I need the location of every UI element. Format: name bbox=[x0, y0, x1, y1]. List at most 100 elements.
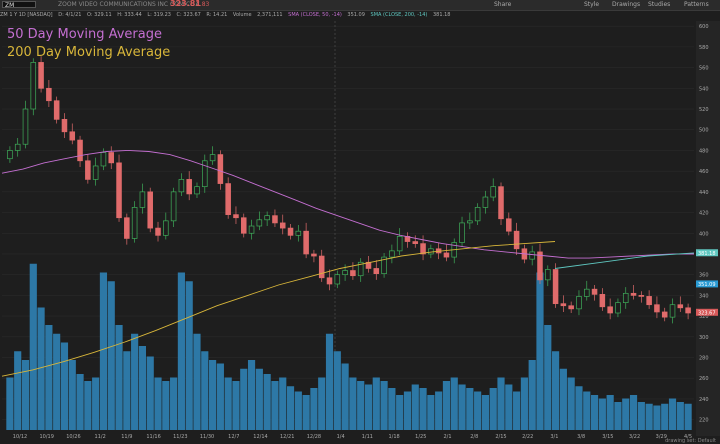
patterns-button[interactable]: Patterns bbox=[684, 1, 709, 8]
volume-bar bbox=[21, 360, 30, 430]
volume-bar bbox=[364, 384, 373, 430]
x-tick-label: 3/29 bbox=[656, 434, 667, 440]
volume-bar bbox=[653, 405, 661, 430]
volume-bar bbox=[676, 402, 684, 430]
volume-bar bbox=[544, 325, 552, 430]
candle-body bbox=[529, 251, 535, 260]
volume-bar bbox=[396, 395, 404, 430]
volume-bar bbox=[131, 333, 139, 430]
x-tick-label: 2/22 bbox=[522, 434, 533, 440]
y-tick-label: 460 bbox=[699, 169, 709, 175]
volume-bar bbox=[520, 377, 528, 430]
candle-body bbox=[194, 186, 200, 195]
volume-bar bbox=[372, 377, 380, 430]
x-tick-label: 11/16 bbox=[146, 434, 160, 440]
y-tick-label: 560 bbox=[699, 66, 709, 72]
symbol-input[interactable]: ZM bbox=[2, 1, 36, 9]
candle-body bbox=[326, 277, 333, 285]
volume-bar bbox=[435, 391, 443, 430]
drawings-button[interactable]: Drawings bbox=[612, 1, 641, 8]
candle-body bbox=[116, 162, 122, 219]
candle-body bbox=[459, 222, 465, 243]
candle-body bbox=[233, 214, 239, 219]
candle-body bbox=[654, 304, 660, 313]
x-tick-label: 2/1 bbox=[443, 434, 451, 440]
candle-body bbox=[311, 253, 317, 257]
y-tick-label: 340 bbox=[699, 293, 709, 299]
price-marker-label: 381.18 bbox=[698, 251, 716, 257]
candle-body bbox=[303, 230, 309, 255]
volume-bar bbox=[614, 402, 622, 430]
y-tick-label: 260 bbox=[699, 376, 709, 382]
ma-cyan-line bbox=[554, 252, 695, 269]
stats-period: ZM 1 Y 1D [NASDAQ] bbox=[0, 12, 53, 18]
y-tick-label: 580 bbox=[699, 45, 709, 51]
candle-body bbox=[677, 304, 684, 309]
y-tick-label: 440 bbox=[699, 190, 709, 196]
volume-bar bbox=[29, 263, 37, 430]
volume-bar bbox=[115, 325, 123, 430]
candle-body bbox=[537, 251, 543, 281]
share-button[interactable]: Share bbox=[494, 1, 512, 8]
volume-bar bbox=[92, 377, 100, 430]
candle-body bbox=[108, 152, 115, 164]
candle-body bbox=[576, 296, 582, 310]
stats-volume-label: Volume bbox=[232, 12, 252, 18]
volume-bar bbox=[684, 403, 692, 430]
stats-range: R: 14.21 bbox=[206, 12, 228, 18]
volume-bar bbox=[505, 384, 513, 430]
candle-body bbox=[264, 215, 270, 221]
x-tick-label: 3/15 bbox=[602, 434, 613, 440]
volume-bar bbox=[60, 342, 69, 430]
x-tick-label: 3/1 bbox=[550, 434, 558, 440]
drawing-set-label: drawing set: Default bbox=[665, 438, 716, 444]
style-button[interactable]: Style bbox=[584, 1, 600, 8]
x-tick-label: 2/15 bbox=[495, 434, 506, 440]
volume-bar bbox=[528, 360, 536, 430]
price-axis bbox=[696, 21, 720, 436]
volume-bar bbox=[489, 388, 497, 430]
candle-body bbox=[474, 207, 481, 222]
x-tick-label: 1/11 bbox=[362, 434, 373, 440]
volume-bar bbox=[575, 386, 583, 430]
y-tick-label: 240 bbox=[699, 397, 709, 403]
volume-bar bbox=[170, 377, 178, 430]
candle-body bbox=[272, 215, 278, 224]
candle-body bbox=[209, 154, 216, 162]
price-marker bbox=[696, 308, 718, 316]
stats-sma50: SMA (CLOSE, 50, -14) bbox=[288, 12, 342, 18]
stats-open: O: 329.11 bbox=[87, 12, 112, 18]
candle-body bbox=[225, 183, 231, 215]
volume-bar bbox=[427, 395, 435, 430]
candle-body bbox=[545, 269, 551, 281]
candle-body bbox=[498, 186, 504, 220]
candle-body bbox=[685, 307, 691, 314]
candle-body bbox=[163, 220, 169, 236]
candle-body bbox=[279, 222, 286, 229]
volume-bar bbox=[590, 395, 599, 430]
price-marker-label: 351.09 bbox=[698, 282, 716, 288]
candle-body bbox=[186, 179, 192, 195]
price-change: 7.83 bbox=[196, 1, 210, 8]
volume-bar bbox=[240, 368, 248, 430]
candle-body bbox=[287, 227, 294, 236]
candle-body bbox=[669, 304, 676, 318]
stats-close: C: 323.67 bbox=[176, 12, 201, 18]
candle-body bbox=[61, 119, 68, 133]
volume-bar bbox=[201, 351, 209, 430]
candle-body bbox=[178, 179, 185, 193]
volume-bar bbox=[629, 395, 638, 430]
y-tick-label: 600 bbox=[699, 24, 709, 30]
volume-bar bbox=[107, 281, 115, 430]
volume-bar bbox=[76, 374, 84, 430]
candle-body bbox=[373, 268, 380, 274]
candle-body bbox=[591, 288, 598, 295]
studies-button[interactable]: Studies bbox=[648, 1, 671, 8]
header-bar: ZM ZOOM VIDEO COMMUNICATIONS INC COM CL … bbox=[0, 0, 720, 11]
stats-date: D: 4/1/21 bbox=[58, 12, 82, 18]
x-tick-label: 11/2 bbox=[95, 434, 106, 440]
volume-bar bbox=[185, 281, 193, 430]
volume-bar bbox=[14, 351, 22, 430]
candle-body bbox=[256, 219, 263, 227]
